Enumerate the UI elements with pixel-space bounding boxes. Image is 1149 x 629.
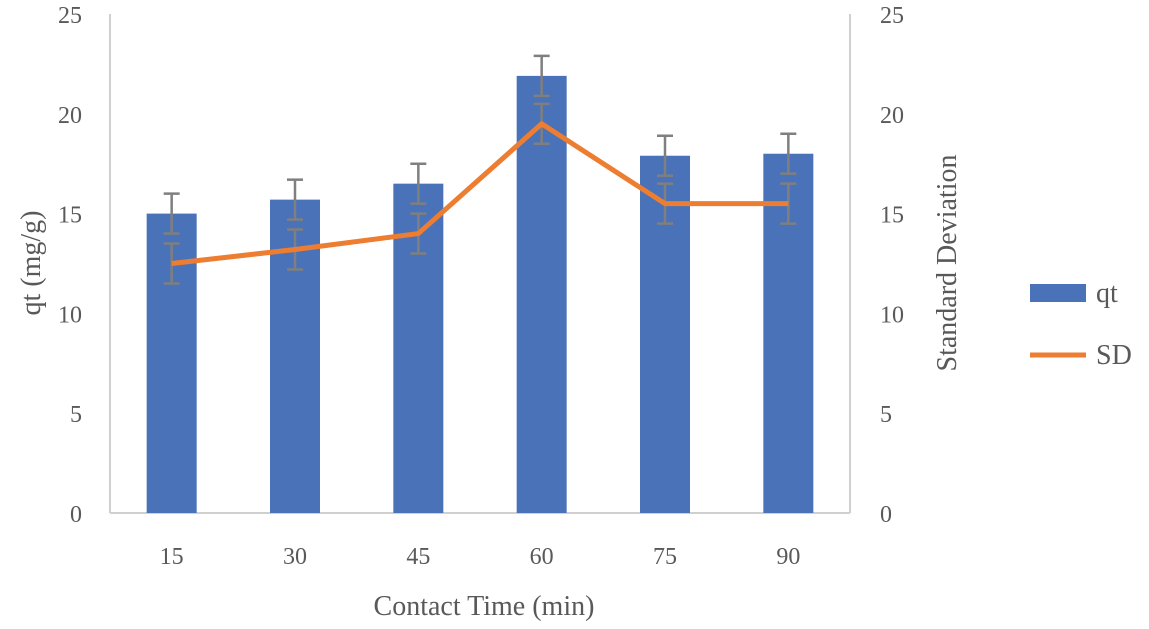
y-axis-label: qt (mg/g) — [16, 211, 47, 316]
legend-label-qt: qt — [1096, 278, 1118, 309]
y2-tick-label: 10 — [880, 302, 904, 328]
x-tick-label: 15 — [160, 544, 184, 570]
legend: qt SD — [1030, 278, 1132, 371]
x-tick-label: 45 — [406, 544, 430, 570]
line-sd — [171, 121, 789, 266]
y-tick-label: 25 — [58, 3, 82, 29]
x-tick-label: 90 — [776, 544, 800, 570]
y2-tick-label: 5 — [880, 402, 892, 428]
x-axis-label: Contact Time (min) — [374, 591, 595, 622]
y2-tick-label: 15 — [880, 203, 904, 229]
y2-tick-label: 20 — [880, 103, 904, 129]
y2-tick-label: 25 — [880, 3, 904, 29]
y-tick-label: 5 — [70, 402, 82, 428]
y2-axis-label: Standard Deviation — [932, 155, 963, 372]
legend-label-sd: SD — [1096, 340, 1132, 371]
y2-tick-label: 0 — [880, 502, 892, 528]
y-tick-label: 0 — [70, 502, 82, 528]
y-tick-label: 10 — [58, 302, 82, 328]
y-tick-label: 20 — [58, 103, 82, 129]
x-tick-label: 60 — [530, 544, 554, 570]
bar-qt-60 — [516, 75, 567, 513]
legend-swatch-qt — [1030, 284, 1086, 302]
y-tick-label: 15 — [58, 203, 82, 229]
x-tick-label: 75 — [653, 544, 677, 570]
x-tick-label: 30 — [283, 544, 307, 570]
